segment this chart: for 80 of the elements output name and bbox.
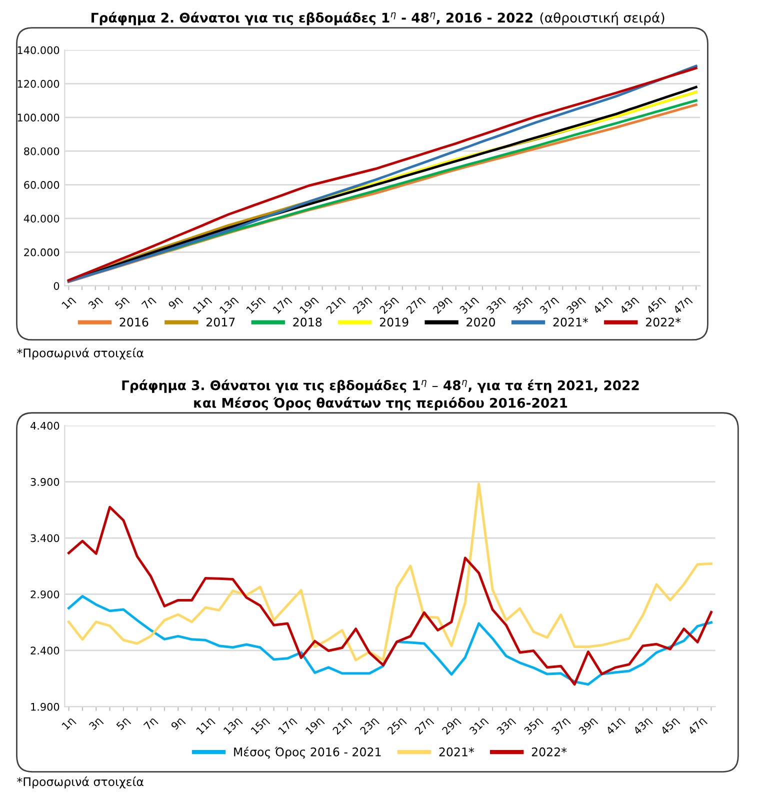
y-tick-label: 1.900 <box>31 702 60 711</box>
x-tick-label: 15η <box>250 716 270 736</box>
legend-label: 2021* <box>439 747 474 756</box>
x-tick-label: 15η <box>246 296 266 316</box>
y-tick-label: 140.000 <box>18 46 60 54</box>
x-tick-label: 3η <box>88 296 104 311</box>
x-tick-label: 43η <box>619 296 640 316</box>
x-tick-label: 11η <box>196 716 216 736</box>
x-tick-label: 17η <box>272 296 292 316</box>
x-tick-label: 29η <box>442 716 462 736</box>
x-tick-label: 1η <box>61 296 76 311</box>
x-tick-label: 13η <box>223 716 243 736</box>
x-tick-label: 37η <box>539 296 560 316</box>
y-tick-label: 4.400 <box>30 422 60 430</box>
legend-label: 2019 <box>380 318 408 327</box>
x-tick-label: 31η <box>468 716 489 736</box>
legend-label: 2017 <box>206 318 235 327</box>
chart-title: Γράφημα 2. Θάνατοι για τις εβδομάδες 1$^{η}$ - 48$^{η}$, 2016 - 2022 <box>92 12 532 26</box>
line-series <box>68 482 712 662</box>
line-series <box>68 506 712 686</box>
y-tick-label: 120.000 <box>18 80 60 88</box>
x-tick-label: 31η <box>459 296 480 316</box>
x-tick-label: 41η <box>592 296 613 316</box>
text: *Προσωρινά στοιχεία <box>17 348 144 360</box>
legend-label: 2020 <box>466 318 496 327</box>
legend-label: 2022* <box>532 747 567 756</box>
x-tick-label: 33η <box>496 716 516 736</box>
x-tick-label: 25η <box>386 716 407 736</box>
x-tick-label: 17η <box>278 716 298 736</box>
x-tick-label: 11η <box>192 296 212 316</box>
legend-label: 2021* <box>553 318 588 327</box>
x-tick-label: 7η <box>141 296 156 311</box>
line-series <box>68 595 712 686</box>
x-tick-label: 5η <box>114 296 130 311</box>
y-tick-label: 60.000 <box>24 181 60 189</box>
x-tick-label: 45η <box>660 716 680 736</box>
chart-title: Γράφημα 3. Θάνατοι για τις εβδομάδες 1$^{η}$ – 48$^{η}$, για τα έτη 2021, 2022 και Μέσος Όρος θανάτων της περιόδου 2016-2021 <box>122 380 639 410</box>
legend-label: 2018 <box>293 318 322 327</box>
x-tick-label: 9η <box>168 296 184 311</box>
y-tick-label: 3.900 <box>30 478 60 486</box>
x-tick-label: 3η <box>88 716 104 732</box>
text: *Προσωρινά στοιχεία <box>17 776 144 788</box>
x-tick-label: 1η <box>62 716 76 732</box>
x-tick-label: 21η <box>332 716 352 736</box>
legend-label: Μέσος Όρος 2016 - 2021 <box>234 746 381 759</box>
x-tick-label: 35η <box>524 716 544 736</box>
x-tick-label: 47η <box>672 296 693 316</box>
x-tick-label: 27η <box>406 296 426 316</box>
x-tick-label: 33η <box>486 296 506 316</box>
x-tick-label: 27η <box>414 716 434 736</box>
x-tick-label: 39η <box>566 296 586 316</box>
x-tick-label: 21η <box>326 296 346 316</box>
x-tick-label: 29η <box>432 296 452 316</box>
y-tick-label: 20.000 <box>24 248 60 256</box>
x-tick-label: 25η <box>379 296 400 316</box>
x-tick-label: 45η <box>646 296 666 316</box>
x-tick-label: 13η <box>219 296 239 316</box>
legend-label: 2022* <box>646 318 681 327</box>
chart-subtitle: (αθροιστική σειρά) <box>540 12 664 26</box>
y-tick-label: 2.400 <box>30 646 60 655</box>
x-tick-label: 41η <box>606 716 626 736</box>
x-tick-label: 43η <box>632 716 653 736</box>
y-tick-label: 100.000 <box>18 114 60 122</box>
x-tick-label: 19η <box>305 716 325 736</box>
x-tick-label: 7η <box>143 716 158 732</box>
y-tick-label: 40.000 <box>24 214 60 223</box>
y-tick-label: 3.400 <box>30 534 60 542</box>
legend-label: 2016 <box>120 318 148 327</box>
x-tick-label: 37η <box>550 716 571 736</box>
x-tick-label: 39η <box>578 716 598 736</box>
y-tick-label: 2.900 <box>30 590 60 598</box>
x-tick-label: 23η <box>360 716 380 736</box>
x-tick-label: 5η <box>116 716 132 732</box>
x-tick-label: 23η <box>352 296 372 316</box>
y-tick-label: 0 <box>54 282 60 290</box>
x-tick-label: 19η <box>299 296 319 316</box>
x-tick-label: 35η <box>512 296 533 316</box>
x-tick-label: 9η <box>170 716 186 732</box>
y-tick-label: 80.000 <box>24 147 60 156</box>
x-tick-label: 47η <box>688 716 708 736</box>
